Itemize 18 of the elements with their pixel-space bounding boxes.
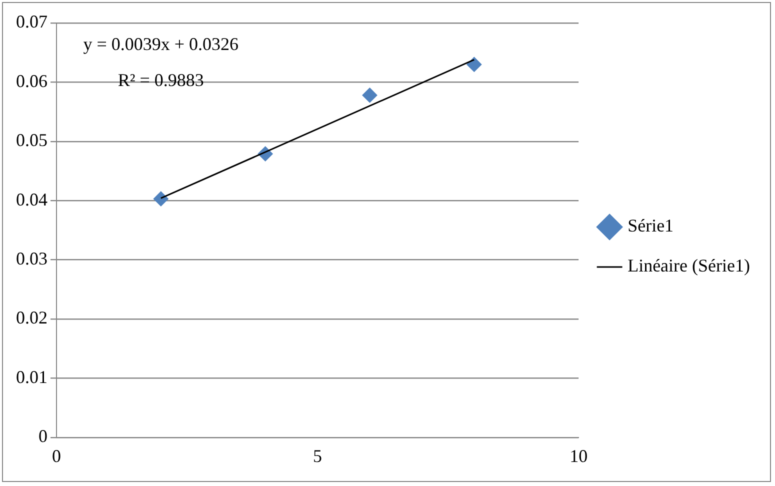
legend-label: Linéaire (Série1): [628, 256, 750, 276]
y-tick-label: 0.05: [16, 130, 48, 150]
y-tick-label: 0.06: [16, 70, 48, 91]
point: [466, 56, 482, 72]
annotation: y = 0.0039x + 0.0326: [83, 34, 239, 54]
point: [362, 88, 378, 103]
y-tick-label: 0: [38, 426, 48, 446]
y-tick-label: 0.07: [16, 12, 48, 32]
annotation: R² = 0.9883: [118, 70, 204, 90]
point: [153, 191, 168, 206]
y-tick-label: 0.04: [16, 189, 48, 210]
y-tick-label: 0.03: [16, 248, 48, 269]
x-tick-label: 10: [570, 446, 588, 466]
x-tick-label: 0: [52, 446, 61, 466]
legend-label: Série1: [628, 216, 674, 236]
y-tick-label: 0.01: [16, 366, 48, 387]
x-tick-label: 5: [313, 446, 322, 466]
y-tick-label: 0.02: [16, 308, 48, 328]
